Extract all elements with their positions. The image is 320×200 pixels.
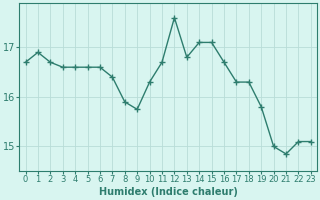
X-axis label: Humidex (Indice chaleur): Humidex (Indice chaleur) <box>99 187 238 197</box>
